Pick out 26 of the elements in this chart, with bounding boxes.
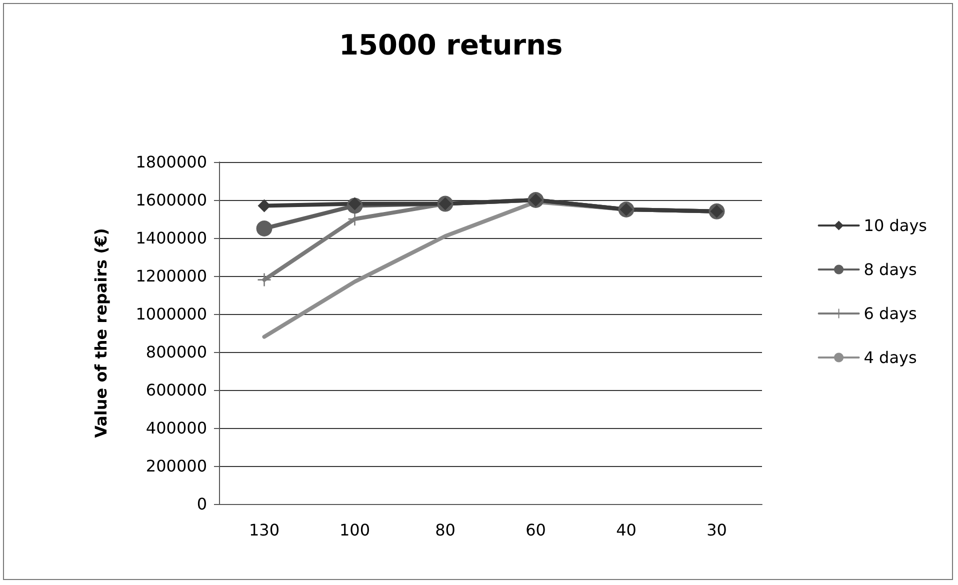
- y-tick-label: 1200000: [136, 266, 207, 286]
- legend-label: 8 days: [864, 260, 917, 279]
- chart-title: 15000 returns: [339, 28, 563, 62]
- y-tick-label: 0: [196, 494, 207, 514]
- y-tick-label: 1800000: [136, 152, 207, 172]
- legend-label: 6 days: [864, 304, 917, 323]
- point: [258, 273, 271, 286]
- point: [256, 220, 272, 236]
- legend-label: 10 days: [864, 216, 928, 235]
- y-tick-label: 200000: [146, 456, 207, 476]
- y-tick-label: 600000: [146, 380, 207, 400]
- point: [348, 197, 362, 210]
- x-tick-label: 100: [339, 520, 370, 540]
- point: [258, 199, 271, 212]
- x-tick-label: 80: [435, 520, 456, 540]
- x-tick-label: 40: [616, 520, 636, 540]
- y-tick-label: 1400000: [136, 228, 207, 248]
- x-tick-label: 60: [526, 520, 546, 540]
- x-tick-label: 30: [706, 520, 727, 540]
- legend-label: 4 days: [864, 348, 917, 367]
- x-tick-label: 130: [248, 520, 280, 540]
- y-tick-label: 1600000: [136, 190, 207, 210]
- y-tick-label: 1000000: [136, 304, 207, 324]
- y-axis-title: Value of the repairs (€): [92, 228, 110, 438]
- y-tick-label: 800000: [146, 342, 207, 362]
- y-tick-label: 400000: [146, 418, 207, 438]
